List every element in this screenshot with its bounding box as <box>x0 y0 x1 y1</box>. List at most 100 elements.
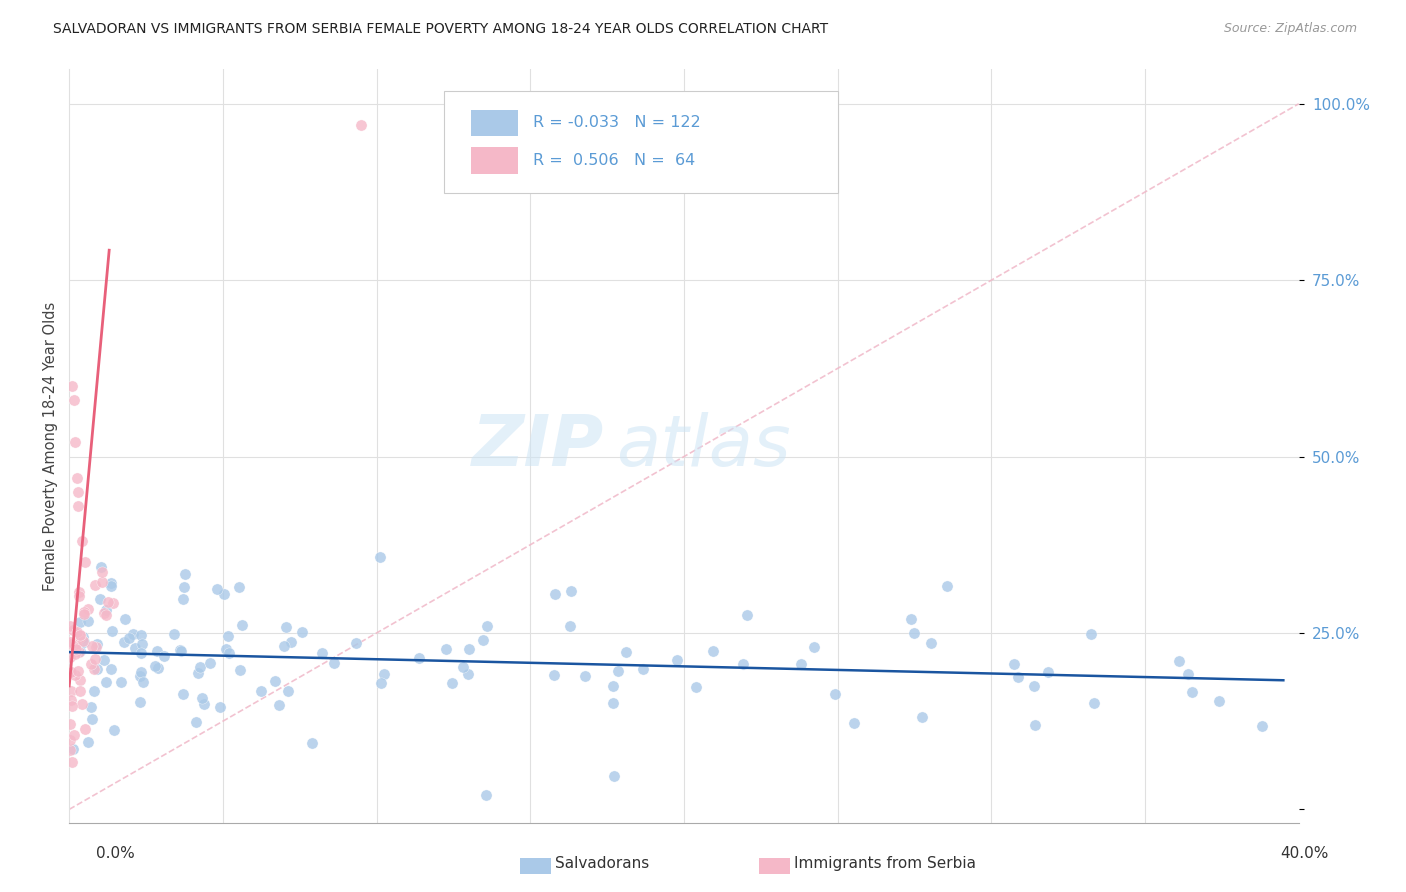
Point <box>70 534 93 549</box>
Point <box>602 679 624 693</box>
Point <box>451 660 474 674</box>
Point <box>65 637 87 651</box>
Point <box>280 635 302 649</box>
Point <box>231 617 253 632</box>
Point <box>94 608 117 623</box>
Point <box>65 642 87 657</box>
Point <box>128 669 150 683</box>
Point <box>93 653 115 667</box>
Point <box>187 666 209 681</box>
Point <box>59 733 82 747</box>
Point <box>76 602 98 616</box>
Point <box>69 628 91 642</box>
Point <box>633 662 655 676</box>
Point <box>90 574 112 589</box>
Point <box>370 675 392 690</box>
Point <box>264 674 287 689</box>
Point <box>73 723 96 737</box>
Point <box>100 662 122 676</box>
Point <box>67 484 90 499</box>
Point <box>935 579 957 593</box>
Point <box>188 659 211 673</box>
Point <box>83 652 105 666</box>
Point <box>73 607 96 622</box>
Point <box>574 669 596 683</box>
Point <box>273 639 295 653</box>
Point <box>59 619 82 633</box>
Point <box>291 624 314 639</box>
Point <box>94 674 117 689</box>
Point <box>277 684 299 698</box>
Point <box>101 596 124 610</box>
Point <box>67 645 90 659</box>
Point <box>143 658 166 673</box>
Point <box>59 717 82 731</box>
Text: 0.0%: 0.0% <box>96 846 135 861</box>
Point <box>66 664 89 678</box>
Point <box>86 637 108 651</box>
Point <box>350 118 373 132</box>
Point <box>1167 654 1189 668</box>
Point <box>471 633 494 648</box>
Point <box>69 644 91 658</box>
Point <box>62 742 84 756</box>
Point <box>60 379 83 393</box>
Point <box>91 565 114 579</box>
Point <box>67 585 90 599</box>
Point <box>1007 670 1029 684</box>
Point <box>733 657 755 672</box>
Point <box>59 635 82 649</box>
Point <box>301 736 323 750</box>
Text: 40.0%: 40.0% <box>1281 846 1329 861</box>
Point <box>322 656 344 670</box>
Point <box>63 640 86 655</box>
Point <box>110 675 132 690</box>
Point <box>93 606 115 620</box>
Y-axis label: Female Poverty Among 18-24 Year Olds: Female Poverty Among 18-24 Year Olds <box>44 301 58 591</box>
Point <box>129 695 152 709</box>
Point <box>66 471 89 485</box>
Point <box>69 630 91 644</box>
Text: atlas: atlas <box>616 411 792 481</box>
Point <box>112 634 135 648</box>
Point <box>60 693 83 707</box>
Point <box>1083 696 1105 710</box>
Point <box>60 637 83 651</box>
Point <box>408 651 430 665</box>
Point <box>62 728 84 742</box>
Point <box>173 566 195 581</box>
Point <box>69 628 91 642</box>
Point <box>132 674 155 689</box>
Point <box>69 673 91 687</box>
Point <box>122 626 145 640</box>
Point <box>103 723 125 737</box>
Point <box>685 680 707 694</box>
Point <box>86 662 108 676</box>
Point <box>97 595 120 609</box>
Text: ZIP: ZIP <box>472 411 605 481</box>
Point <box>218 646 240 660</box>
Point <box>666 653 689 667</box>
Point <box>184 714 207 729</box>
Point <box>911 710 934 724</box>
Text: R = -0.033   N = 122: R = -0.033 N = 122 <box>533 115 700 130</box>
Point <box>560 584 582 599</box>
Point <box>77 735 100 749</box>
Point <box>118 631 141 645</box>
Point <box>602 697 624 711</box>
Point <box>59 684 82 698</box>
Point <box>146 660 169 674</box>
Point <box>163 627 186 641</box>
Point <box>208 700 231 714</box>
Point <box>69 684 91 698</box>
Point <box>903 626 925 640</box>
Point <box>67 499 90 513</box>
Point <box>441 676 464 690</box>
Point <box>1022 679 1045 693</box>
Bar <box>471 110 517 136</box>
Point <box>458 641 481 656</box>
Bar <box>759 858 790 874</box>
Point <box>100 575 122 590</box>
Point <box>77 615 100 629</box>
Point <box>1208 694 1230 708</box>
